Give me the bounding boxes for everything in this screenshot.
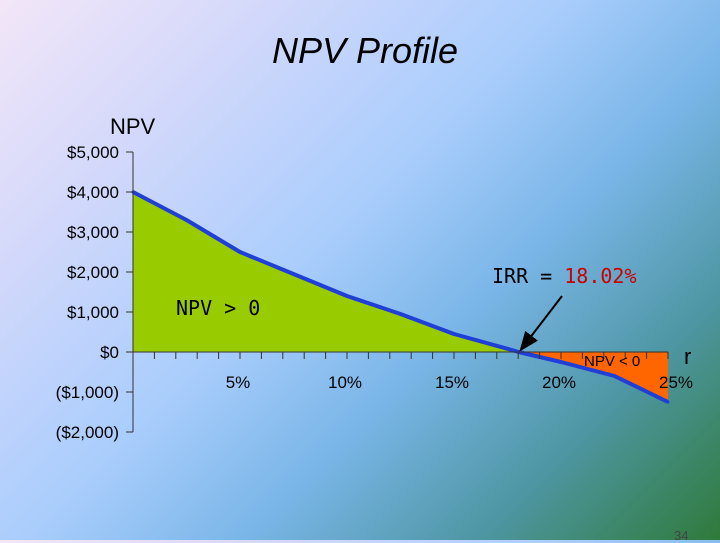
chart-areas <box>133 192 668 402</box>
npv-point <box>452 332 456 336</box>
npv-point <box>666 400 670 404</box>
y-tick-label: $0 <box>100 343 119 362</box>
chart-axes <box>132 152 668 432</box>
npv-point <box>506 347 509 351</box>
irr-label: IRR = 18.02% <box>492 264 637 288</box>
npv-positive-area <box>133 192 519 352</box>
slide-title: NPV Profile <box>271 30 459 71</box>
npv-curve <box>132 190 669 404</box>
npv-point <box>238 250 242 254</box>
page-number: 34 <box>674 528 689 543</box>
y-tick-label: $3,000 <box>67 223 119 242</box>
npv-point <box>613 374 616 378</box>
x-tick-label: 25% <box>659 373 693 392</box>
x-tick-label: 15% <box>435 373 469 392</box>
npv-point <box>185 218 188 222</box>
y-axis-title: NPV <box>110 114 156 139</box>
irr-arrow <box>519 295 563 352</box>
y-tick-label: ($2,000) <box>56 423 119 442</box>
x-tick-label: 10% <box>328 373 362 392</box>
x-axis-title: r <box>684 344 691 369</box>
x-tick-label: 5% <box>226 373 251 392</box>
x-tick-label: 20% <box>542 373 576 392</box>
npv-point <box>559 360 563 364</box>
y-tick-label: $5,000 <box>67 143 119 162</box>
npv-point <box>345 294 349 298</box>
npv-negative-area <box>518 352 668 402</box>
npv-point <box>292 272 295 276</box>
y-tick-label: ($1,000) <box>56 383 119 402</box>
y-tick-label: $2,000 <box>67 263 119 282</box>
y-tick-label: $1,000 <box>67 303 119 322</box>
irr-value: 18.02% <box>564 264 636 288</box>
npv-negative-label: NPV < 0 <box>584 353 640 370</box>
npv-point <box>399 312 402 316</box>
irr-prefix: IRR = <box>492 264 564 288</box>
chart-ticks: $5,000 $4,000 $3,000 $2,000 $1,000 $0 ($1,000)… <box>56 143 693 442</box>
npv-curve-layer <box>131 190 670 404</box>
npv-positive-label: NPV > 0 <box>176 296 260 320</box>
y-tick-label: $4,000 <box>67 183 119 202</box>
